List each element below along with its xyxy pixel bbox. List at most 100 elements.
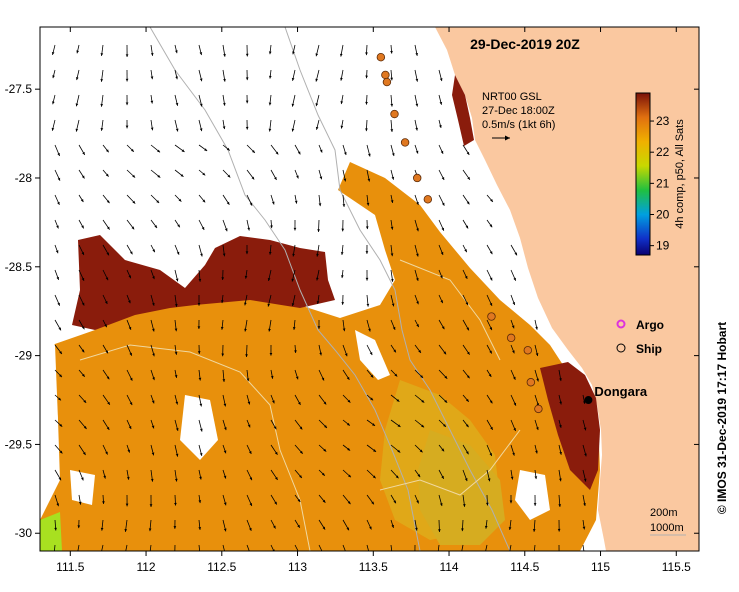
current-arrow-head — [365, 52, 368, 56]
current-arrow-head — [558, 504, 562, 507]
current-arrow-head — [293, 227, 297, 231]
current-arrow-head — [558, 553, 561, 556]
data-gap — [355, 330, 390, 380]
current-arrow-head — [437, 554, 440, 557]
current-arrow-head — [508, 553, 511, 556]
current-arrow-head — [340, 252, 344, 255]
current-arrow-head — [465, 398, 469, 402]
current-arrow-head — [440, 275, 443, 279]
current-arrow-head — [340, 125, 344, 129]
current-arrow-head — [391, 552, 394, 555]
colorbar-tick-label: 22 — [656, 145, 670, 159]
y-tick-label: -28.5 — [5, 260, 33, 274]
current-arrow-head — [441, 475, 444, 479]
y-tick-label: -30 — [15, 526, 33, 540]
current-arrow-head — [416, 202, 419, 205]
current-arrow-head — [245, 77, 249, 81]
current-arrow-head — [487, 478, 491, 482]
current-arrow-head — [295, 376, 299, 380]
current-arrow-head — [223, 475, 227, 479]
current-arrow-head — [390, 253, 394, 257]
current-arrow-head — [321, 377, 325, 381]
current-arrow-head — [150, 52, 154, 56]
current-arrow-head — [440, 251, 444, 255]
current-arrow-head — [441, 202, 445, 206]
current-arrow-head — [466, 375, 470, 379]
current-arrow-head — [489, 251, 493, 255]
sst-green-patch — [40, 512, 62, 551]
current-arrow-head — [244, 328, 247, 332]
current-arrow-head — [415, 150, 419, 154]
current-arrow-head — [100, 527, 104, 531]
current-arrow-head — [443, 424, 446, 427]
current-arrow-head — [294, 350, 297, 353]
current-arrow-head — [77, 525, 81, 529]
current-arrow-head — [366, 202, 370, 206]
ship-track-point — [382, 77, 392, 87]
current-arrow-head — [297, 524, 300, 528]
current-arrow-head — [105, 451, 108, 455]
current-arrow-head — [222, 253, 226, 257]
current-arrow-head — [245, 53, 249, 57]
current-arrow-head — [152, 328, 155, 332]
current-arrow-head — [534, 476, 538, 480]
current-arrow-head — [415, 103, 419, 107]
current-arrow-head — [175, 453, 179, 457]
current-arrow-head — [124, 554, 127, 557]
current-arrow-head — [419, 449, 423, 453]
current-arrow-head — [297, 151, 301, 155]
current-arrow-head — [462, 503, 466, 507]
current-arrow-head — [513, 376, 516, 380]
x-tick-label: 112.5 — [207, 560, 236, 574]
current-arrow-head — [152, 377, 155, 381]
current-arrow-head — [106, 226, 110, 230]
current-arrow-head — [415, 527, 418, 531]
current-arrow-head — [416, 301, 419, 305]
current-arrow-head — [105, 149, 109, 153]
y-tick-label: -27.5 — [5, 82, 33, 96]
current-arrow-head — [440, 300, 443, 304]
current-arrow-head — [127, 449, 131, 453]
current-arrow-head — [152, 276, 155, 280]
current-arrow-head — [199, 428, 203, 432]
current-arrow-head — [319, 352, 322, 356]
current-arrow-head — [275, 151, 279, 155]
current-arrow-head — [175, 76, 178, 80]
current-arrow-head — [393, 349, 396, 353]
current-arrow-head — [106, 200, 110, 204]
current-arrow-head — [294, 200, 298, 204]
current-arrow-head — [390, 129, 394, 132]
current-arrow-head — [152, 353, 155, 357]
current-arrow-head — [224, 228, 228, 232]
current-arrow-head — [130, 148, 134, 152]
current-arrow-head — [415, 52, 419, 56]
current-arrow-head — [511, 325, 515, 329]
current-arrow-head — [347, 501, 351, 505]
current-arrow-head — [204, 148, 208, 151]
current-arrow-head — [484, 551, 487, 554]
isobath-1000m — [149, 27, 421, 551]
current-arrow-head — [292, 51, 295, 55]
current-arrow-head — [271, 201, 275, 205]
current-arrow-head — [128, 326, 132, 330]
current-arrow-head — [54, 527, 57, 531]
y-tick-label: -28 — [15, 171, 33, 185]
current-arrow-head — [173, 551, 176, 554]
current-arrow-head — [292, 253, 295, 257]
current-arrow-head — [366, 303, 370, 307]
current-arrow-head — [583, 503, 586, 506]
current-arrow-head — [390, 103, 394, 107]
current-arrow-head — [249, 552, 252, 555]
ship-track-point — [381, 70, 390, 80]
current-arrow-head — [180, 174, 184, 177]
current-arrow-head — [223, 528, 227, 532]
isobath-1000m-label: 1000m — [650, 522, 684, 534]
colorbar-tick-label: 20 — [656, 208, 670, 222]
current-arrow-head — [81, 277, 85, 281]
current-arrow-head — [420, 375, 424, 378]
current-arrow-head — [342, 204, 346, 207]
current-arrow-head — [178, 198, 182, 202]
current-arrow-head — [223, 78, 226, 82]
current-arrow-head — [559, 401, 562, 405]
current-arrow-head — [465, 424, 469, 428]
